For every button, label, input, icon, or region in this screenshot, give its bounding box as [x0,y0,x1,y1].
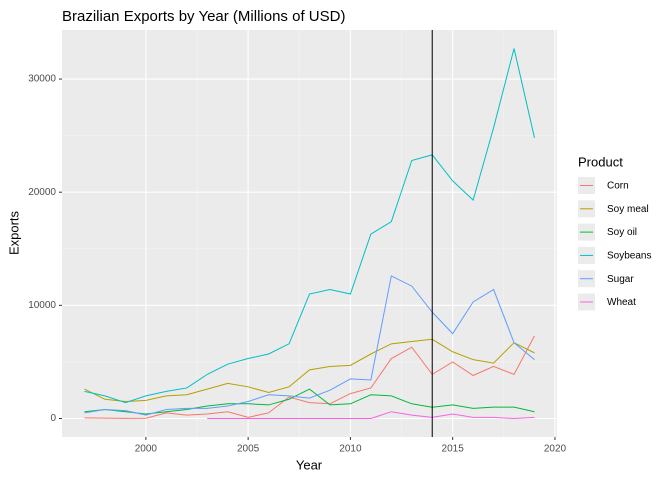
x-axis-label: Year [296,457,323,472]
x-tick-label: 2000 [135,444,158,455]
plot-panel [62,30,557,437]
series-line [84,338,535,403]
series-line [84,335,535,419]
y-tick-label: 20000 [28,187,56,198]
x-tick-label: 2005 [237,444,260,455]
y-axis-label: Exports [6,210,21,255]
chart-title: Brazilian Exports by Year (Millions of U… [62,8,345,25]
legend-label: Corn [607,181,629,192]
legend-label: Soy oil [607,227,637,238]
y-tick-label: 30000 [28,74,56,85]
legend-title: Product [578,154,623,169]
legend-label: Wheat [607,297,636,308]
series-line [207,411,535,420]
series-line [84,48,535,404]
legend-label: Soybeans [607,251,651,262]
x-tick-label: 2015 [442,444,465,455]
y-tick-label: 10000 [28,300,56,311]
series-line [84,275,535,416]
x-tick-label: 2010 [339,444,362,455]
legend-label: Sugar [607,274,634,285]
y-tick-label: 0 [50,413,56,424]
legend-label: Soy meal [607,204,649,215]
x-tick-label: 2020 [544,444,567,455]
series-line [84,388,535,415]
